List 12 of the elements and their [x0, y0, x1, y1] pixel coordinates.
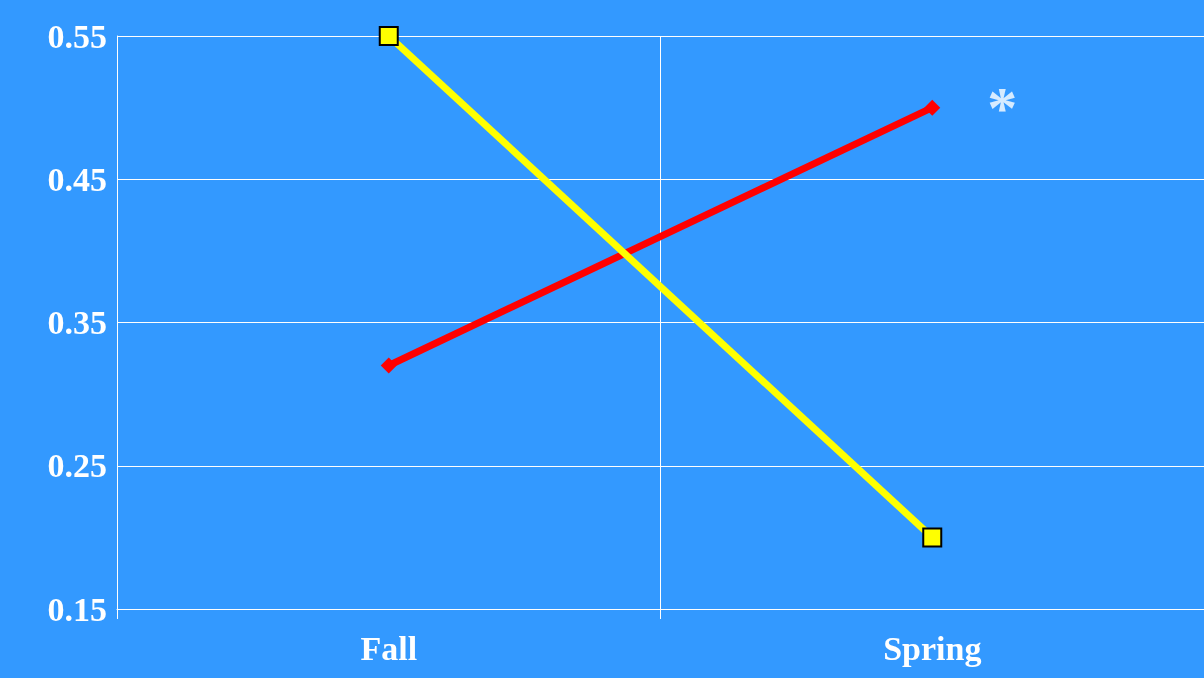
point [380, 357, 397, 374]
point [378, 26, 399, 46]
x-tick-label: Fall [360, 629, 418, 667]
point [922, 527, 943, 548]
annotation: * [987, 74, 1018, 141]
y-tick-label: 0.45 [47, 160, 107, 198]
y-tick-label: 0.25 [47, 447, 107, 485]
y-tick-label: 0.15 [47, 590, 107, 628]
y-tick-label: 0.55 [47, 17, 107, 55]
point [924, 99, 941, 116]
y-tick-label: 0.35 [47, 304, 107, 341]
x-tick-label: Spring [883, 629, 982, 667]
